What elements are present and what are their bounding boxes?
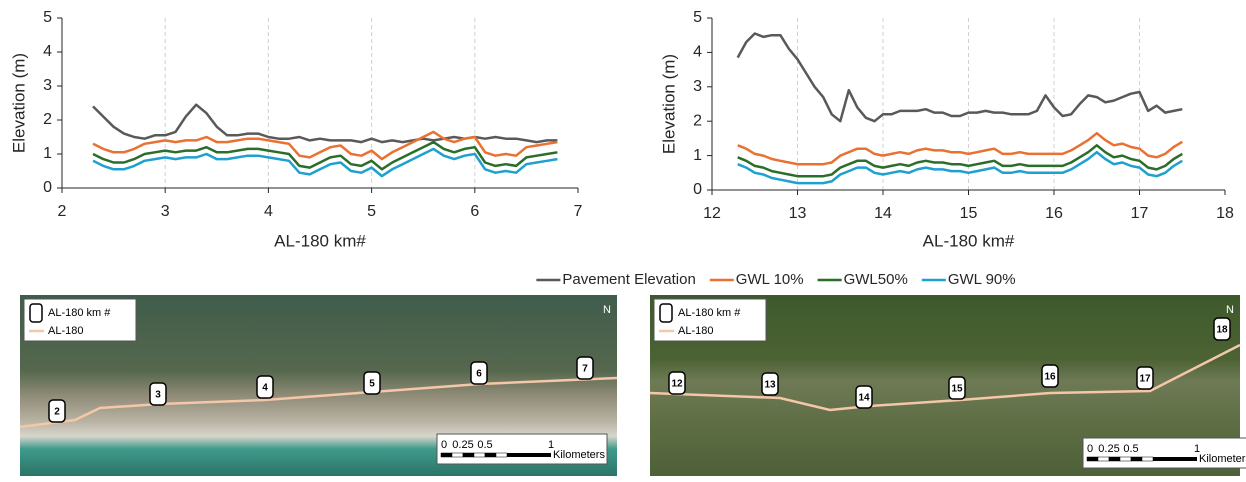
km-marker-label: 18 xyxy=(1216,325,1228,336)
series-line xyxy=(738,133,1183,164)
legend: Pavement Elevation GWL 10% GWL50% GWL 90% xyxy=(536,271,1015,288)
map-legend-label: AL-180 km # xyxy=(48,307,111,319)
x-tick-label: 5 xyxy=(367,203,376,220)
x-tick-label: 6 xyxy=(470,203,479,220)
x-tick-label: 14 xyxy=(874,205,892,222)
legend-label: Pavement Elevation xyxy=(562,271,695,288)
x-tick-label: 4 xyxy=(264,203,273,220)
scale-label: 0.5 xyxy=(477,439,492,451)
scale-bar xyxy=(1142,457,1153,461)
x-tick-label: 3 xyxy=(161,203,170,220)
scale-bar xyxy=(1120,457,1131,461)
km-marker-label: 4 xyxy=(262,383,268,394)
y-tick-label: 3 xyxy=(693,78,702,95)
scale-unit: Kilometers xyxy=(1199,453,1246,465)
y-tick-label: 2 xyxy=(693,112,702,129)
y-tick-label: 1 xyxy=(43,145,52,162)
scale-bar xyxy=(463,453,474,457)
x-tick-label: 12 xyxy=(703,205,721,222)
series-line xyxy=(93,105,557,142)
scale-bar xyxy=(452,453,463,457)
north-arrow: N xyxy=(603,304,611,316)
map: AL-180 km # AL-180 N 12 13 14 15 16 17 18 0 0.25 0.5… xyxy=(650,295,1246,476)
map-legend-marker xyxy=(30,304,42,322)
legend-label: GWL 10% xyxy=(736,271,804,288)
y-axis-title: Elevation (m) xyxy=(659,54,678,154)
y-tick-label: 5 xyxy=(43,9,52,26)
map-legend-label: AL-180 km # xyxy=(678,307,741,319)
y-tick-label: 0 xyxy=(693,181,702,198)
map-legend-label: AL-180 xyxy=(48,325,83,337)
scale-label: 0 xyxy=(441,439,447,451)
map-legend-marker xyxy=(660,304,672,322)
km-marker-label: 13 xyxy=(764,380,776,391)
x-axis-title: AL-180 km# xyxy=(923,231,1015,250)
x-axis-title: AL-180 km# xyxy=(274,231,366,250)
x-tick-label: 2 xyxy=(58,203,67,220)
scale-label: 0.25 xyxy=(1098,443,1119,455)
scale-label: 0 xyxy=(1087,443,1093,455)
km-marker-label: 5 xyxy=(369,379,375,390)
x-tick-label: 16 xyxy=(1045,205,1063,222)
scale-bar xyxy=(1153,457,1197,461)
scale-bar xyxy=(441,453,452,457)
scale-bar xyxy=(1131,457,1142,461)
y-tick-label: 4 xyxy=(693,44,702,61)
km-marker-label: 17 xyxy=(1139,374,1151,385)
km-marker-label: 12 xyxy=(671,379,683,390)
scale-bar xyxy=(1109,457,1120,461)
x-tick-label: 15 xyxy=(960,205,978,222)
km-marker-label: 3 xyxy=(155,390,161,401)
y-tick-label: 4 xyxy=(43,43,52,60)
x-tick-label: 13 xyxy=(789,205,807,222)
y-tick-label: 3 xyxy=(43,77,52,94)
scale-bar xyxy=(1087,457,1098,461)
scale-unit: Kilometers xyxy=(553,449,605,461)
y-tick-label: 0 xyxy=(43,179,52,196)
scale-bar xyxy=(1098,457,1109,461)
legend-label: GWL50% xyxy=(844,271,908,288)
scale-bar xyxy=(485,453,496,457)
series-line xyxy=(93,142,557,169)
legend-label: GWL 90% xyxy=(948,271,1016,288)
km-marker-label: 6 xyxy=(476,369,482,380)
x-tick-label: 17 xyxy=(1131,205,1149,222)
scale-bar xyxy=(507,453,551,457)
figure: AL-180 km # AL-180 N 2 3 4 5 6 7 0 0.25 0.5 1 Kilomet… xyxy=(0,0,1246,477)
y-tick-label: 5 xyxy=(693,9,702,26)
x-tick-label: 7 xyxy=(574,203,583,220)
km-marker-label: 15 xyxy=(951,384,963,395)
scale-label: 0.25 xyxy=(452,439,473,451)
km-marker-label: 2 xyxy=(54,407,60,418)
x-tick-label: 18 xyxy=(1216,205,1234,222)
km-marker-label: 16 xyxy=(1044,372,1056,383)
y-axis-title: Elevation (m) xyxy=(9,53,28,153)
scale-bar xyxy=(474,453,485,457)
y-tick-label: 2 xyxy=(43,111,52,128)
y-tick-label: 1 xyxy=(693,147,702,164)
north-arrow: N xyxy=(1226,304,1234,316)
km-marker-label: 7 xyxy=(582,364,588,375)
series-line xyxy=(738,34,1183,122)
km-marker-label: 14 xyxy=(858,393,870,404)
scale-bar xyxy=(496,453,507,457)
map-legend-label: AL-180 xyxy=(678,325,713,337)
scale-label: 0.5 xyxy=(1123,443,1138,455)
